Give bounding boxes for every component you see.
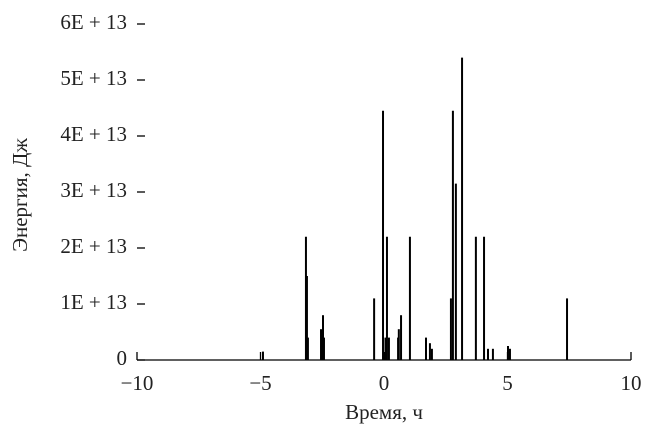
x-tick-label: 5 — [502, 371, 513, 395]
y-tick-label: 4E + 13 — [60, 122, 127, 146]
y-tick-label: 3E + 13 — [60, 178, 127, 202]
y-tick-label: 2E + 13 — [60, 234, 127, 258]
y-tick-label: 0 — [117, 346, 128, 370]
x-axis-label: Время, ч — [345, 400, 423, 424]
y-axis-label: Энергия, Дж — [8, 138, 32, 252]
x-tick-label: −10 — [121, 371, 154, 395]
y-tick-label: 1E + 13 — [60, 290, 127, 314]
x-tick-label: 10 — [621, 371, 642, 395]
y-tick-label: 6E + 13 — [60, 10, 127, 34]
y-tick-label: 5E + 13 — [60, 66, 127, 90]
x-tick-label: −5 — [249, 371, 271, 395]
x-tick-label: 0 — [379, 371, 390, 395]
